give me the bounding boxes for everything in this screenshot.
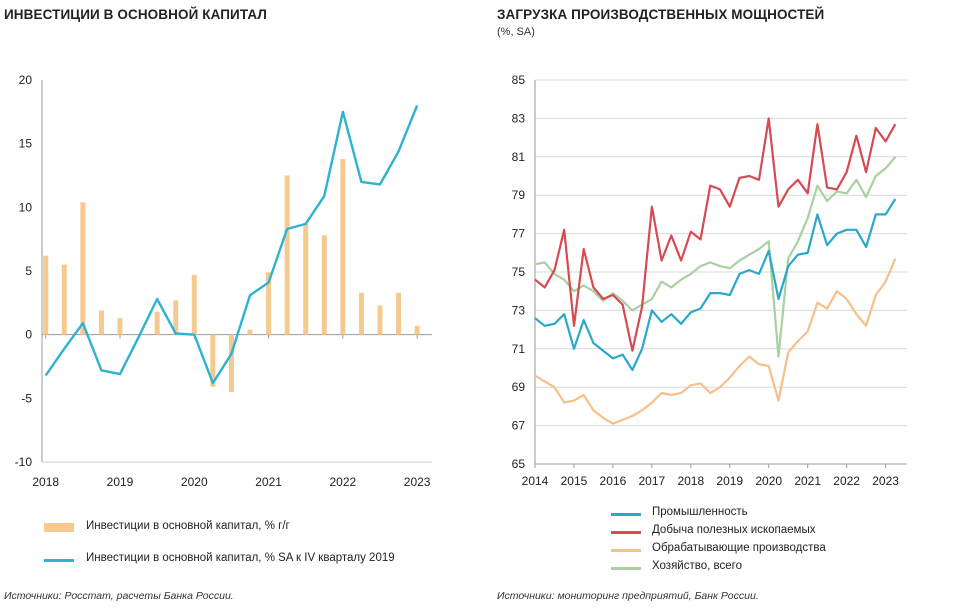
left-chart-title: ИНВЕСТИЦИИ В ОСНОВНОЙ КАПИТАЛ	[4, 7, 267, 22]
right-chart-capacity-utilization: 65 67 69 71 73 75 77 79 81 83 85 2014 2015 2016 2017 20…	[512, 73, 907, 488]
right-chart-subtitle: (%, SA)	[497, 26, 535, 38]
right-legend-swatch-manufacturing	[611, 549, 641, 552]
left-legend-line-swatch	[44, 559, 74, 562]
left-y-tick-label: 5	[25, 264, 32, 278]
left-x-tick-label: 2023	[404, 475, 431, 489]
left-bar	[284, 175, 290, 335]
right-legend-swatch-economy	[611, 567, 641, 570]
right-x-tick-label: 2021	[794, 474, 821, 488]
left-bar	[414, 325, 420, 335]
right-x-tick-label: 2020	[755, 474, 782, 488]
left-y-tick-label: 0	[25, 328, 32, 342]
left-bar	[396, 292, 402, 335]
right-legend-swatch-industry	[611, 513, 641, 516]
left-y-tick-label: -5	[21, 391, 32, 405]
right-x-tick-label: 2015	[561, 474, 588, 488]
left-bar	[173, 300, 179, 335]
left-y-tick-label: 15	[19, 137, 33, 151]
right-y-tick-label: 83	[512, 111, 526, 125]
left-legend-bar-label: Инвестиции в основной капитал, % г/г	[86, 520, 290, 532]
left-bar	[228, 334, 234, 392]
left-x-tick-label: 2018	[32, 475, 59, 489]
left-bar	[210, 334, 216, 387]
right-legend-label-industry: Промышленность	[652, 506, 748, 518]
left-bar	[43, 255, 49, 335]
left-bar	[80, 202, 86, 335]
right-legend-label-mining: Добыча полезных ископаемых	[652, 524, 816, 536]
left-bar	[340, 158, 346, 335]
right-legend-swatch-mining	[611, 531, 641, 534]
left-bar	[117, 318, 123, 335]
right-y-tick-label: 85	[512, 73, 526, 87]
left-x-tick-label: 2020	[181, 475, 208, 489]
left-x-tick-label: 2021	[255, 475, 282, 489]
right-series-economy	[534, 156, 897, 358]
left-bar	[98, 310, 104, 335]
left-source-note: Источники: Росстат, расчеты Банка России…	[4, 590, 234, 602]
right-source-note: Источники: мониторинг предприятий, Банк …	[497, 590, 759, 602]
right-x-tick-label: 2018	[677, 474, 704, 488]
left-bar	[266, 272, 272, 335]
right-y-tick-label: 79	[512, 188, 526, 202]
left-bar	[191, 274, 197, 335]
right-y-tick-label: 73	[512, 303, 526, 317]
right-x-tick-label: 2014	[522, 474, 549, 488]
right-y-tick-label: 75	[512, 265, 526, 279]
left-bar	[61, 264, 67, 335]
left-bar	[358, 292, 364, 335]
left-legend-bar-swatch	[44, 523, 74, 532]
left-chart-investment: -10 -5 0 5 10 15 20 2018 2019 2020 2021 2022 2023	[15, 73, 432, 489]
left-bar	[303, 223, 309, 335]
right-legend-label-manufacturing: Обрабатывающие производства	[652, 542, 826, 554]
left-y-tick-label: 20	[19, 73, 33, 87]
right-x-tick-label: 2023	[872, 474, 899, 488]
right-x-tick-label: 2022	[833, 474, 860, 488]
right-series-manufacturing	[534, 258, 897, 425]
right-series-industry	[534, 198, 897, 371]
right-x-tick-label: 2019	[716, 474, 743, 488]
left-x-tick-label: 2022	[330, 475, 357, 489]
left-bar	[377, 305, 383, 335]
right-y-tick-label: 65	[512, 457, 526, 471]
right-y-tick-label: 67	[512, 419, 526, 433]
left-line-series	[44, 105, 419, 385]
right-y-tick-label: 81	[512, 150, 526, 164]
left-bar	[247, 329, 253, 335]
left-bar	[154, 311, 160, 335]
right-y-tick-label: 71	[512, 342, 526, 356]
right-x-tick-label: 2017	[639, 474, 666, 488]
left-legend-line-label: Инвестиции в основной капитал, % SA к IV…	[86, 552, 395, 564]
left-y-tick-label: -10	[15, 455, 33, 469]
right-y-tick-label: 77	[512, 227, 526, 241]
left-y-tick-label: 10	[19, 200, 33, 214]
left-x-tick-label: 2019	[107, 475, 134, 489]
right-series-mining	[534, 117, 897, 352]
right-legend-label-economy: Хозяйство, всего	[652, 560, 742, 572]
right-chart-title: ЗАГРУЗКА ПРОИЗВОДСТВЕННЫХ МОЩНОСТЕЙ	[497, 7, 825, 22]
right-x-tick-label: 2016	[600, 474, 627, 488]
left-bar	[321, 235, 327, 335]
right-y-tick-label: 69	[512, 380, 526, 394]
